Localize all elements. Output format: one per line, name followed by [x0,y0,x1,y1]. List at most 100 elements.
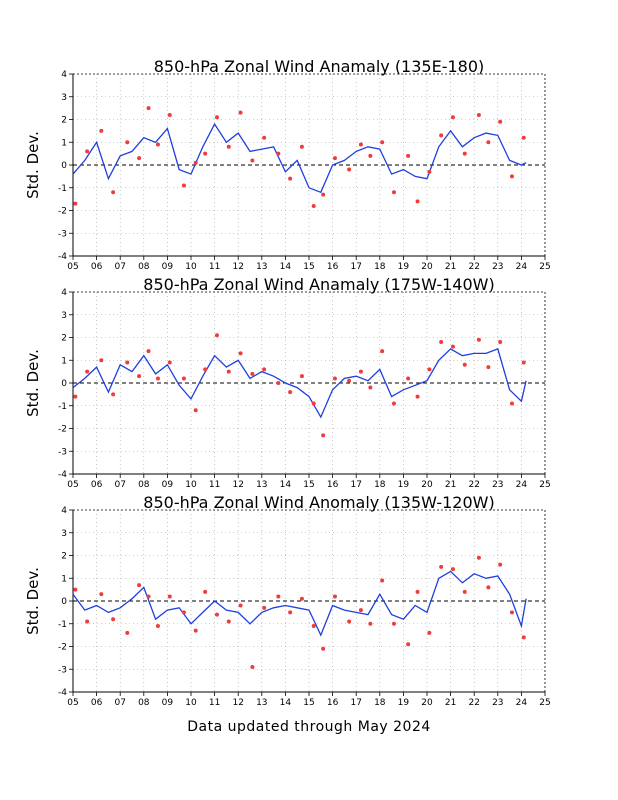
x-tick-label: 18 [374,262,386,272]
monthly-data-point [276,151,281,156]
x-tick-label: 21 [445,480,456,490]
monthly-data-point [203,367,208,372]
y-tick-label: 4 [61,288,67,298]
monthly-data-point [321,192,326,197]
y-tick-label: 1 [61,574,67,584]
y-tick-label: 3 [61,93,67,103]
x-tick-label: 20 [421,262,433,272]
monthly-data-point [299,374,304,379]
monthly-data-point [111,617,116,622]
x-tick-label: 08 [138,698,150,708]
monthly-data-point [476,112,481,117]
y-tick-label: -2 [58,643,67,653]
x-tick-label: 09 [162,262,174,272]
x-tick-label: 06 [91,698,103,708]
monthly-data-point [276,594,281,599]
monthly-data-point [99,358,104,363]
y-tick-label: -3 [58,447,67,457]
x-tick-label: 09 [162,480,174,490]
monthly-data-point [99,592,104,597]
monthly-data-point [521,635,526,640]
x-tick-label: 05 [67,480,78,490]
monthly-data-point [250,158,255,163]
monthly-data-point [299,596,304,601]
monthly-data-point [155,624,160,629]
x-tick-label: 07 [114,480,125,490]
monthly-data-point [486,585,491,590]
monthly-data-point [406,376,411,381]
monthly-data-point [439,564,444,569]
x-tick-label: 11 [209,698,220,708]
monthly-data-point [498,119,503,124]
y-tick-label: 2 [61,116,67,126]
x-tick-label: 17 [350,698,361,708]
monthly-data-point [85,619,90,624]
monthly-data-point [476,555,481,560]
monthly-data-point [439,133,444,138]
monthly-data-point [498,562,503,567]
y-tick-label: -1 [58,184,67,194]
monthly-data-point [450,567,455,572]
monthly-data-point [155,376,160,381]
x-tick-label: 15 [303,698,314,708]
x-tick-label: 19 [398,262,410,272]
monthly-data-point [450,115,455,120]
monthly-data-point [238,351,243,356]
y-tick-label: 3 [61,529,67,539]
monthly-data-point [321,646,326,651]
x-tick-label: 19 [398,698,410,708]
x-tick-label: 17 [350,480,361,490]
monthly-data-point [358,608,363,613]
monthly-data-point [226,369,231,374]
monthly-data-point [125,360,130,365]
x-tick-label: 19 [398,480,410,490]
x-tick-label: 24 [516,262,528,272]
monthly-data-point [262,367,267,372]
monthly-data-point [380,140,385,145]
x-tick-label: 22 [468,480,479,490]
y-tick-label: 4 [61,70,67,80]
x-tick-label: 16 [327,262,339,272]
monthly-data-point [415,394,420,399]
y-tick-label: -1 [58,402,67,412]
x-tick-label: 25 [539,480,550,490]
x-tick-label: 12 [232,480,243,490]
x-tick-label: 23 [492,698,503,708]
y-tick-label: 0 [61,379,67,389]
monthly-data-point [262,605,267,610]
monthly-data-point [111,190,116,195]
x-tick-label: 14 [280,698,292,708]
monthly-data-point [415,199,420,204]
x-tick-label: 20 [421,698,433,708]
x-tick-label: 18 [374,480,386,490]
monthly-data-point [99,128,104,133]
monthly-data-point [368,621,373,626]
monthly-data-point [498,340,503,345]
y-tick-label: 3 [61,311,67,321]
monthly-data-point [521,135,526,140]
monthly-data-point [125,630,130,635]
chart-panel-1: 05 06 07 08 09 10 11 12 13 14 15 16 17 18 19 20 21 22 23 24… [24,57,551,272]
monthly-data-point [380,349,385,354]
x-tick-label: 21 [445,698,456,708]
monthly-data-point [311,624,316,629]
monthly-data-point [181,610,186,615]
monthly-data-point [450,344,455,349]
monthly-data-point [509,610,514,615]
monthly-data-point [167,112,172,117]
monthly-data-point [427,169,432,174]
monthly-data-point [311,401,316,406]
x-tick-label: 23 [492,480,503,490]
monthly-data-point [288,390,293,395]
x-tick-label: 12 [232,698,243,708]
chart-panels: 05 06 07 08 09 10 11 12 13 14 15 16 17 18 19 20 21 22 23 24… [24,57,551,708]
monthly-data-point [250,371,255,376]
x-tick-label: 15 [303,262,314,272]
x-tick-label: 23 [492,262,503,272]
monthly-data-point [486,140,491,145]
x-tick-label: 25 [539,698,550,708]
monthly-data-point [427,630,432,635]
monthly-data-point [203,589,208,594]
y-tick-label: 4 [61,506,67,516]
footer-note: Data updated through May 2024 [187,719,431,735]
